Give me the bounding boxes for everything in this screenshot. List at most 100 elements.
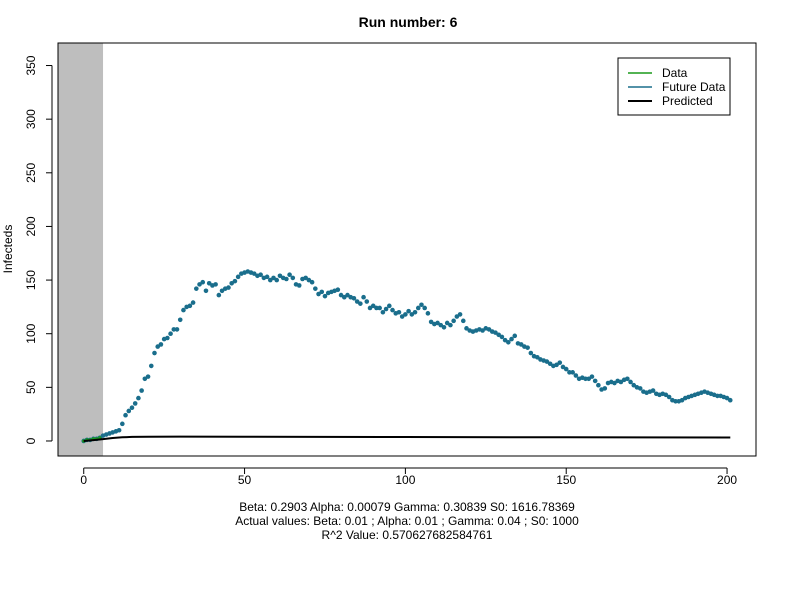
legend-entry-future-data: Future Data [628, 80, 726, 94]
future-data-point [403, 312, 408, 317]
future-data-point [358, 301, 363, 306]
shaded-region [58, 43, 104, 456]
future-data-point [322, 293, 328, 299]
future-data-point [177, 317, 183, 323]
future-data-point [512, 333, 518, 339]
x-tick-label: 50 [238, 473, 252, 487]
future-data-point [451, 318, 456, 324]
caption-actual-values: Actual values: Beta: 0.01 ; Alpha: 0.01 … [235, 514, 579, 528]
future-data-point [168, 331, 173, 337]
future-data-point [557, 360, 563, 365]
future-data-point [290, 275, 296, 281]
legend-entry-predicted: Predicted [628, 94, 713, 108]
future-data-point [152, 350, 157, 356]
future-data-point [419, 302, 424, 308]
future-data-point [126, 408, 132, 414]
future-data-point [441, 324, 447, 330]
y-tick-label: 200 [24, 216, 38, 236]
plot-area [57, 42, 757, 457]
legend-label-data: Data [662, 66, 688, 80]
future-data-point [573, 373, 579, 378]
future-data-point [422, 305, 427, 311]
future-data-point [335, 287, 341, 293]
future-data-point [448, 322, 453, 328]
future-data-point [287, 272, 292, 278]
future-data-point [499, 334, 505, 340]
future-data-point [727, 397, 733, 403]
y-tick-label: 300 [24, 109, 38, 129]
future-data-point [258, 272, 263, 278]
future-data-point [213, 282, 218, 287]
y-axis-label: Infecteds [1, 225, 15, 274]
captions: Beta: 0.2903 Alpha: 0.00079 Gamma: 0.308… [235, 500, 579, 542]
caption-r-squared: R^2 Value: 0.570627682584761 [322, 528, 493, 542]
y-axis: 0 50 100 150 200 250 300 350 [24, 55, 53, 444]
legend-entry-data: Data [628, 66, 688, 80]
future-data-point [264, 274, 270, 280]
future-data-point [390, 307, 395, 313]
future-data-point [380, 309, 386, 315]
future-data-point [309, 279, 315, 285]
future-data-point [296, 283, 302, 288]
future-data-point [666, 394, 672, 400]
future-data-point [406, 308, 411, 314]
future-data-point [136, 395, 141, 401]
future-data-point [132, 401, 138, 406]
future-data-point [235, 274, 241, 280]
future-data-point [165, 335, 170, 341]
future-data-point [145, 374, 151, 379]
predicted-line [83, 435, 731, 442]
future-data-point [383, 306, 389, 312]
future-data-point [567, 370, 572, 375]
future-data-point [364, 299, 370, 304]
future-data-point [425, 311, 431, 316]
future-data-point [589, 374, 595, 379]
future-data-point [412, 309, 418, 315]
legend-label-predicted: Predicted [662, 94, 713, 108]
chart-title: Run number: 6 [359, 14, 458, 30]
future-data-point [592, 378, 598, 384]
future-data-point [171, 327, 177, 332]
future-data-point [190, 300, 196, 305]
future-data-point [181, 307, 186, 313]
future-data-point [116, 427, 122, 433]
future-data-point [129, 405, 135, 411]
future-data-point [525, 345, 530, 350]
y-tick-label: 0 [24, 437, 38, 444]
future-data-point [274, 277, 280, 283]
future-data-point [570, 370, 575, 375]
y-tick-label: 250 [24, 162, 38, 182]
future-data-point [187, 303, 193, 309]
future-data-point [628, 379, 633, 385]
future-data-point [200, 279, 206, 285]
future-data-point [361, 294, 366, 300]
future-data-point [415, 305, 421, 311]
future-data-point [232, 278, 238, 284]
legend: Data Future Data Predicted [617, 57, 731, 116]
future-data-point [506, 339, 511, 345]
plot-frame [57, 42, 757, 457]
future-data-point [216, 292, 222, 298]
future-data-point [637, 386, 643, 391]
future-data-point [174, 327, 180, 332]
future-data-point [284, 276, 289, 282]
x-tick-label: 100 [395, 473, 415, 487]
future-data-point [396, 309, 402, 315]
legend-label-future-data: Future Data [662, 80, 726, 94]
x-axis: 0 50 100 150 200 [80, 467, 737, 487]
future-data-point [313, 286, 318, 291]
future-data-point [596, 382, 601, 388]
future-data-point [457, 312, 463, 317]
future-data-point [123, 412, 128, 418]
future-data-point [226, 285, 231, 290]
future-data-point [374, 305, 379, 311]
x-tick-label: 200 [717, 473, 737, 487]
future-data-point [387, 303, 392, 309]
future-data-point [625, 376, 630, 382]
caption-estimated-params: Beta: 0.2903 Alpha: 0.00079 Gamma: 0.308… [239, 500, 575, 514]
future-data-point [351, 296, 357, 301]
future-data-point [139, 388, 144, 393]
y-tick-label: 150 [24, 270, 38, 290]
future-data-point [715, 393, 720, 399]
